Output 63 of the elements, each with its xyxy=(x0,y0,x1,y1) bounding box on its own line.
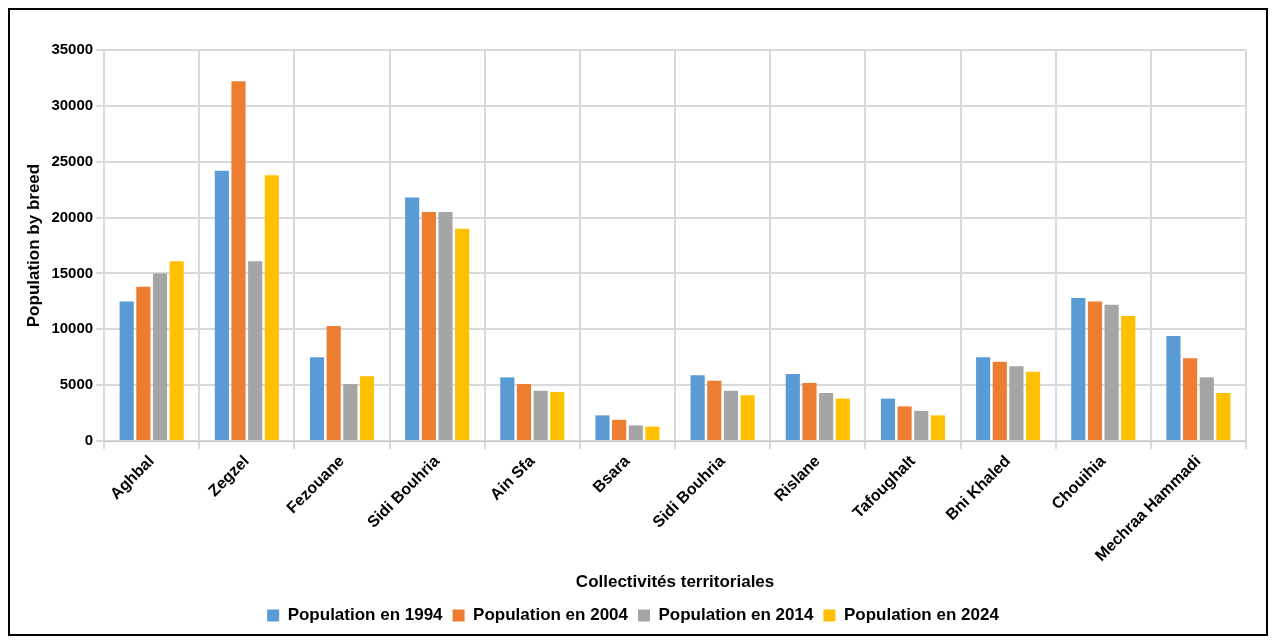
bar xyxy=(1216,393,1231,441)
bar xyxy=(992,361,1007,441)
y-axis-title: Population by breed xyxy=(23,163,43,328)
legend-label: Population en 2014 xyxy=(658,605,814,625)
bar xyxy=(264,175,279,441)
x-axis-title: Collectivités territoriales xyxy=(575,572,775,592)
bar xyxy=(516,384,532,441)
bar xyxy=(438,212,453,441)
bar xyxy=(628,425,643,441)
bar xyxy=(359,376,375,441)
bar xyxy=(169,261,184,441)
bar xyxy=(309,357,325,441)
bar xyxy=(248,261,263,441)
bar xyxy=(550,391,565,441)
y-tick-label: 0 xyxy=(84,431,94,449)
bar xyxy=(930,415,946,441)
bar xyxy=(690,375,705,441)
legend-label: Population en 2024 xyxy=(843,605,1000,625)
bar xyxy=(595,415,610,441)
bar xyxy=(645,426,660,441)
bar xyxy=(136,286,151,441)
bar xyxy=(914,410,929,441)
y-tick-label: 20000 xyxy=(51,207,94,225)
bar xyxy=(214,170,229,441)
bar xyxy=(819,393,834,441)
bar xyxy=(455,228,470,441)
bar xyxy=(802,382,817,441)
bar xyxy=(119,301,134,441)
bar xyxy=(326,325,341,441)
bar xyxy=(152,273,168,441)
bar xyxy=(897,406,912,441)
bar xyxy=(1166,336,1181,441)
bar xyxy=(612,419,627,441)
y-tick-label: 5000 xyxy=(59,375,94,393)
bar xyxy=(500,377,515,441)
bar xyxy=(533,390,548,441)
bar xyxy=(1183,358,1198,441)
y-tick-label: 25000 xyxy=(51,151,94,169)
bar xyxy=(1071,298,1086,441)
legend-label: Population en 1994 xyxy=(287,605,444,625)
bar xyxy=(740,395,755,441)
x-tick-label: Ain Sfa xyxy=(486,451,538,504)
bar xyxy=(835,398,850,441)
bar xyxy=(1104,304,1119,441)
bar xyxy=(421,212,436,441)
bar xyxy=(723,390,739,441)
bar xyxy=(1199,377,1214,441)
bar xyxy=(231,81,246,441)
bar xyxy=(1087,301,1103,441)
bar xyxy=(343,384,358,441)
bar xyxy=(707,380,722,441)
y-tick-label: 30000 xyxy=(51,96,94,113)
bar xyxy=(405,197,420,441)
bar xyxy=(976,357,991,441)
y-tick-label: 15000 xyxy=(51,263,94,281)
bar xyxy=(880,398,896,441)
legend-label: Population en 2004 xyxy=(473,605,629,625)
y-tick-label: 35000 xyxy=(51,40,94,58)
bar xyxy=(785,374,800,441)
y-tick-label: 10000 xyxy=(51,319,94,337)
bar xyxy=(1026,371,1041,441)
bar xyxy=(1009,366,1024,441)
bar xyxy=(1121,315,1136,441)
